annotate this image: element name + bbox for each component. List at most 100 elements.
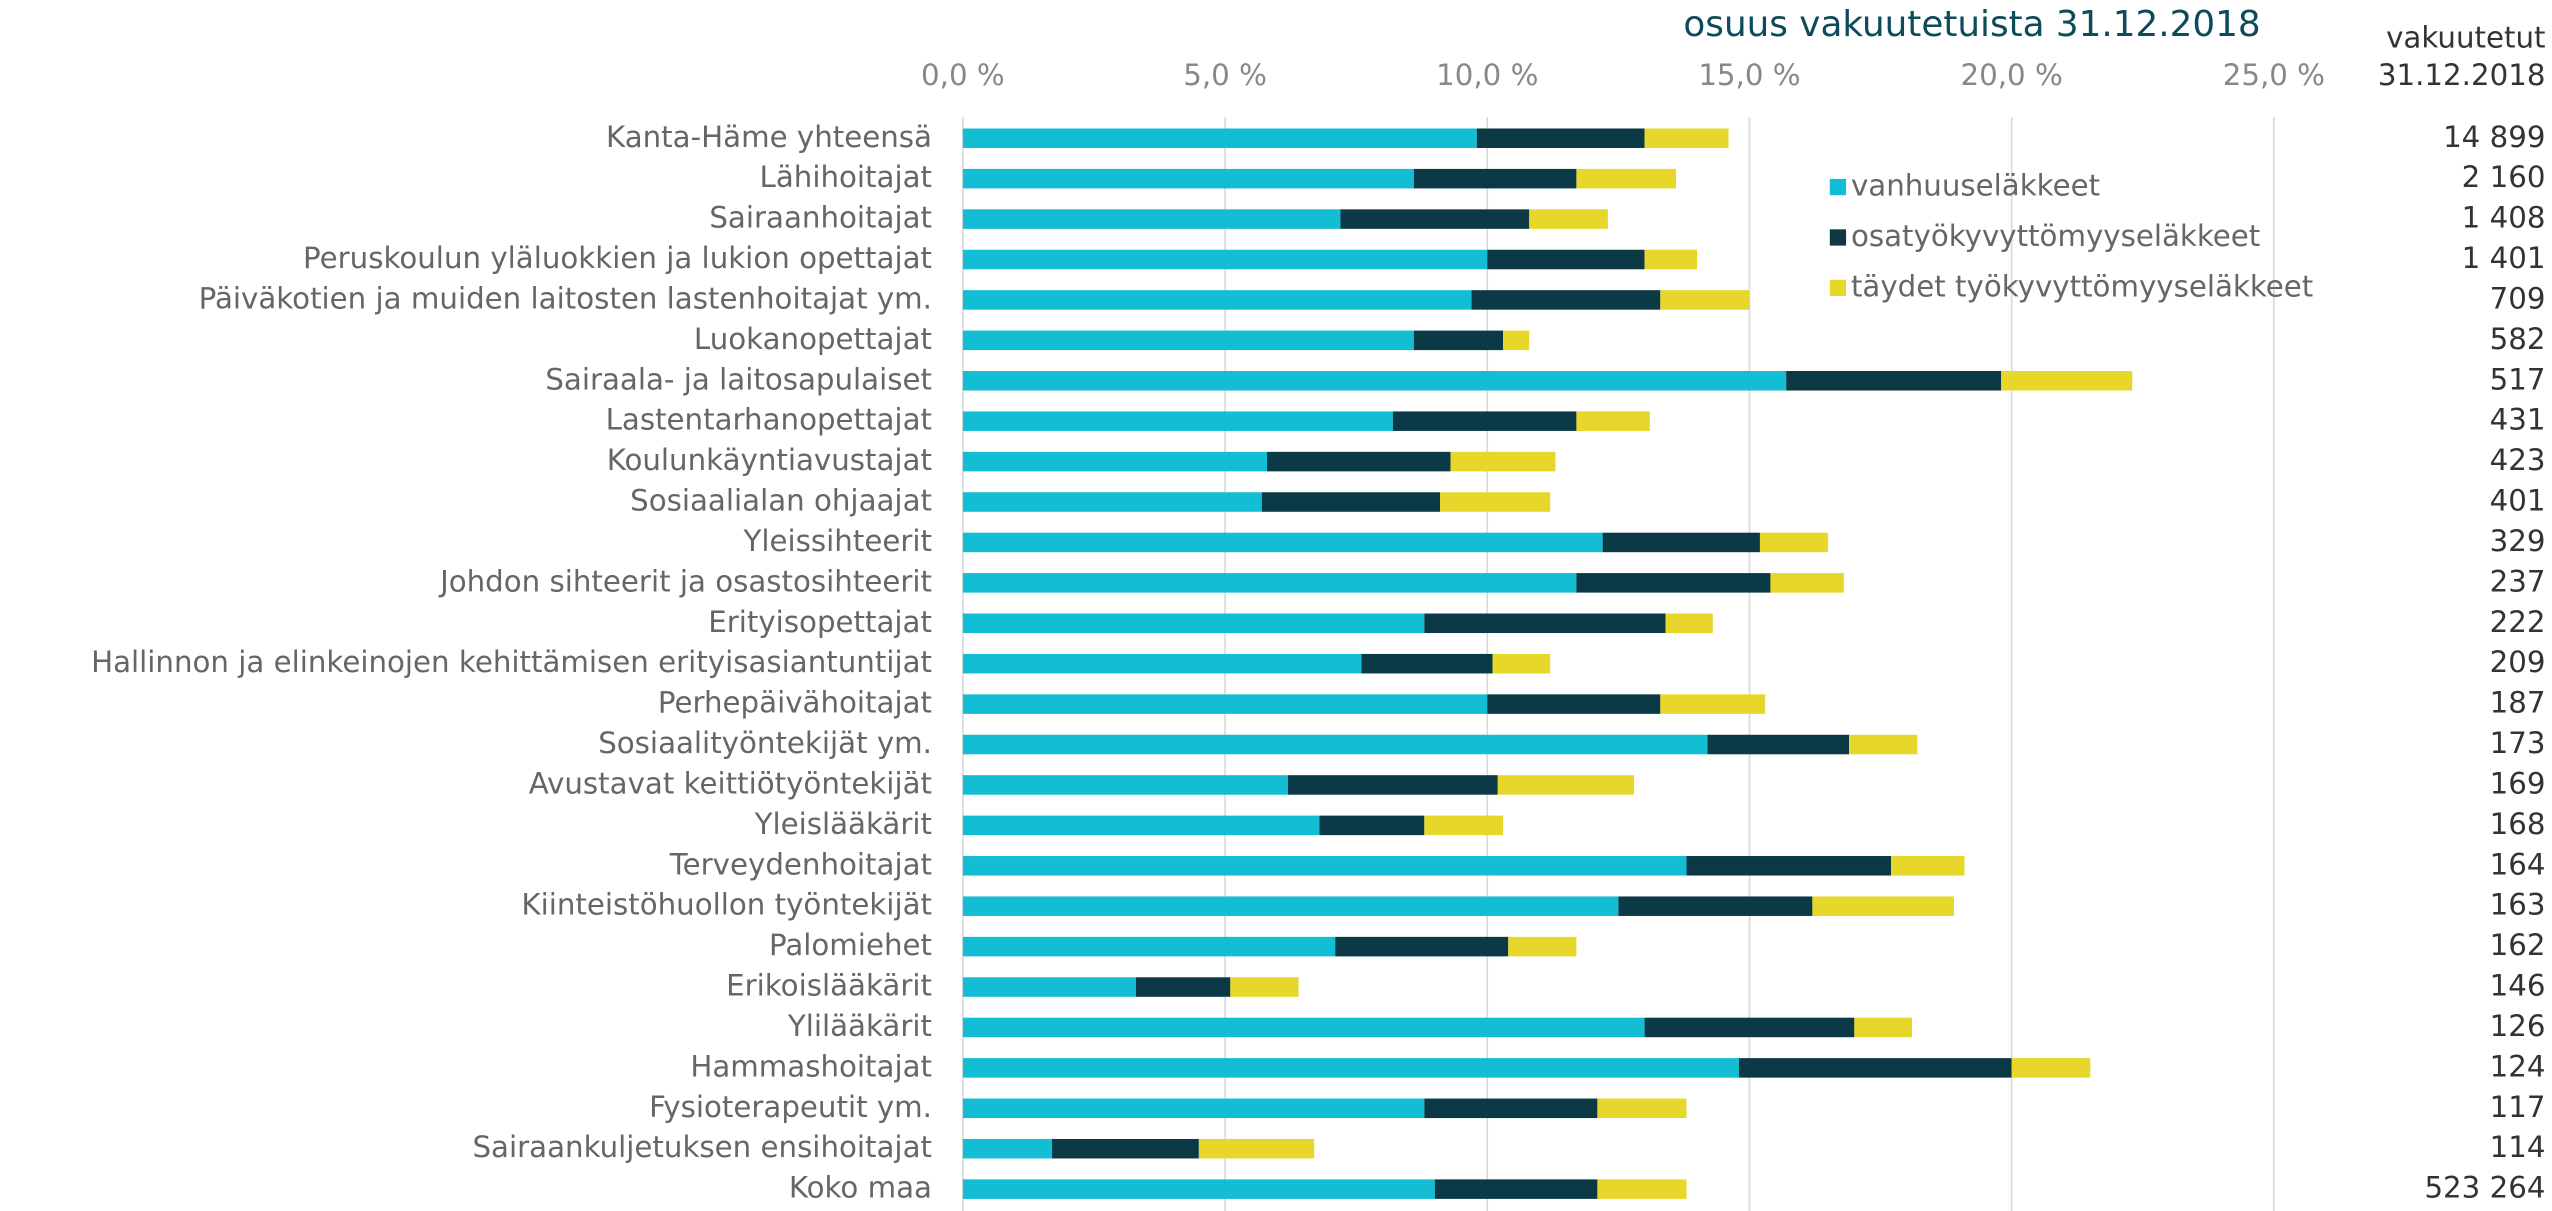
bar-segment bbox=[962, 411, 1393, 431]
bar-segment bbox=[1135, 977, 1231, 997]
y-tick-label: Hallinnon ja elinkeinojen kehittämisen e… bbox=[91, 645, 932, 679]
y-tick-label: Erityisopettajat bbox=[708, 605, 932, 639]
x-tick-label: 0,0 % bbox=[921, 58, 1005, 92]
bar-segment bbox=[962, 1017, 1645, 1038]
x-tick-label: 25,0 % bbox=[2223, 58, 2325, 92]
bar-segment bbox=[1471, 290, 1661, 310]
bar-segment bbox=[1529, 209, 1608, 229]
legend-swatch bbox=[1829, 229, 1847, 246]
column-header: vakuutetut bbox=[2386, 21, 2545, 55]
bar-segment bbox=[962, 168, 1414, 189]
y-tick-label: Yleissihteerit bbox=[743, 524, 932, 558]
bar-segment bbox=[1891, 856, 1965, 876]
bar-segment bbox=[962, 1058, 1739, 1078]
insured-count: 709 bbox=[2490, 281, 2546, 315]
bar-segment bbox=[1487, 694, 1661, 714]
bar-segment bbox=[962, 856, 1687, 876]
y-tick-label: Erikoislääkärit bbox=[726, 969, 932, 1003]
bar-segment bbox=[1230, 977, 1299, 997]
y-tick-label: Sairaanhoitajat bbox=[709, 201, 932, 235]
bar-segment bbox=[1434, 1179, 1598, 1199]
bar-segment bbox=[1267, 451, 1451, 472]
bar-segment bbox=[962, 1179, 1435, 1199]
bar-segment bbox=[962, 613, 1425, 634]
y-tick-label: Peruskoulun yläluokkien ja lukion opetta… bbox=[303, 241, 932, 275]
y-tick-label: Koulunkäyntiavustajat bbox=[607, 443, 932, 477]
bar-segment bbox=[1770, 573, 1844, 593]
insured-count: 1 408 bbox=[2462, 201, 2546, 235]
bar-segment bbox=[962, 290, 1472, 310]
bar-segment bbox=[1503, 330, 1530, 351]
bar-segment bbox=[962, 209, 1341, 229]
bar-segment bbox=[1424, 1098, 1598, 1119]
x-tick-label: 5,0 % bbox=[1183, 58, 1267, 92]
y-tick-label: Sairaankuljetuksen ensihoitajat bbox=[472, 1130, 932, 1164]
bar-segment bbox=[962, 936, 1336, 957]
insured-count: 114 bbox=[2490, 1130, 2546, 1164]
bar-segment bbox=[962, 573, 1577, 593]
y-tick-label: Johdon sihteerit ja osastosihteerit bbox=[438, 564, 932, 598]
bar-segment bbox=[1686, 856, 1892, 876]
bar-segment bbox=[962, 815, 1320, 836]
bar-segment bbox=[1644, 128, 1729, 149]
bar-segment bbox=[1812, 896, 1954, 916]
x-tick-label: 15,0 % bbox=[1698, 58, 1800, 92]
bar-segment bbox=[962, 451, 1268, 472]
bar-segment bbox=[1413, 330, 1504, 351]
bar-segment bbox=[1618, 896, 1813, 916]
chart-body: osuus vakuutetuista 31.12.2018 vakuutetu… bbox=[91, 4, 2545, 1211]
bar-segment bbox=[1576, 168, 1677, 189]
x-tick-label: 20,0 % bbox=[1961, 58, 2063, 92]
y-tick-label: Sairaala- ja laitosapulaiset bbox=[545, 362, 932, 396]
insured-count: 162 bbox=[2490, 928, 2546, 962]
bar-segment bbox=[1660, 694, 1766, 714]
bar-segment bbox=[1854, 1017, 1913, 1038]
insured-count: 163 bbox=[2490, 888, 2546, 922]
legend-label: vanhuuseläkkeet bbox=[1851, 169, 2100, 203]
insured-count: 14 899 bbox=[2443, 120, 2545, 154]
y-tick-label: Päiväkotien ja muiden laitosten lastenho… bbox=[199, 281, 932, 315]
bar-segment bbox=[1508, 936, 1577, 957]
insured-count: 164 bbox=[2490, 847, 2546, 881]
chart-title: osuus vakuutetuista 31.12.2018 bbox=[1683, 4, 2260, 45]
insured-count: 117 bbox=[2490, 1090, 2546, 1124]
x-tick-label: 10,0 % bbox=[1436, 58, 1538, 92]
y-tick-label: Palomiehet bbox=[769, 928, 932, 962]
insured-count: 209 bbox=[2490, 645, 2546, 679]
bar-segment bbox=[962, 775, 1289, 795]
bar-segment bbox=[962, 330, 1414, 351]
bar-segment bbox=[1424, 613, 1666, 634]
y-tick-label: Lähihoitajat bbox=[760, 160, 932, 194]
bar-segment bbox=[1576, 411, 1650, 431]
bar-segment bbox=[1340, 209, 1530, 229]
bar-segment bbox=[1849, 734, 1918, 755]
bar-segment bbox=[1497, 775, 1635, 795]
bar-segment bbox=[1786, 371, 2002, 391]
insured-count: 187 bbox=[2490, 686, 2546, 720]
insured-count: 523 264 bbox=[2424, 1171, 2545, 1205]
insured-count: 401 bbox=[2490, 484, 2546, 518]
y-tick-label: Ylilääkärit bbox=[787, 1009, 932, 1043]
bar-segment bbox=[1660, 290, 1750, 310]
bar-segment bbox=[1476, 128, 1645, 149]
bar-segment bbox=[962, 532, 1603, 553]
bar-segment bbox=[962, 371, 1787, 391]
insured-count: 329 bbox=[2490, 524, 2546, 558]
insured-count: 582 bbox=[2490, 322, 2546, 356]
bar-segment bbox=[962, 249, 1488, 270]
y-tick-label: Lastentarhanopettajat bbox=[606, 403, 932, 437]
bar-segment bbox=[1361, 653, 1493, 674]
bar-segment bbox=[962, 653, 1362, 674]
y-tick-label: Perhepäivähoitajat bbox=[658, 686, 932, 720]
y-tick-label: Yleislääkärit bbox=[754, 807, 932, 841]
y-tick-label: Sosiaalityöntekijät ym. bbox=[598, 726, 932, 760]
bar-segment bbox=[2001, 371, 2133, 391]
legend-label: osatyökyvyttömyyseläkkeet bbox=[1851, 219, 2260, 253]
bar-segment bbox=[962, 128, 1477, 149]
bar-segment bbox=[1665, 613, 1713, 634]
y-tick-label: Sosiaalialan ohjaajat bbox=[630, 484, 932, 518]
bar-segment bbox=[1759, 532, 1829, 553]
insured-count: 423 bbox=[2490, 443, 2546, 477]
insured-count: 124 bbox=[2490, 1049, 2546, 1083]
